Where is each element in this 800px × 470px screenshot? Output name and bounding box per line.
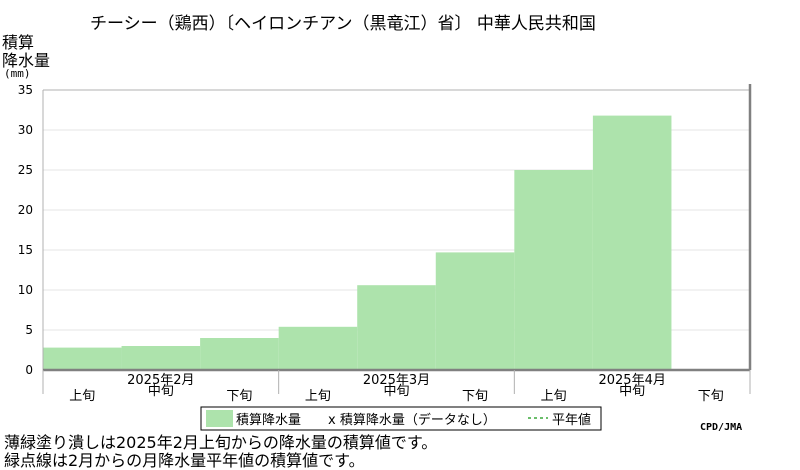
x-period-label-1: 中旬 xyxy=(148,384,174,399)
bar-segment-7 xyxy=(592,115,672,370)
note-line-1: 薄緑塗り潰しは2025年2月上旬からの降水量の積算値です。 xyxy=(4,433,437,452)
y-tick-label-0: 0 xyxy=(25,363,33,377)
y-tick-label-4: 20 xyxy=(18,203,33,217)
x-month-label-0: 2025年2月 xyxy=(127,373,194,388)
x-period-label-3: 上旬 xyxy=(305,389,331,404)
x-month-label-2: 2025年4月 xyxy=(598,373,665,388)
x-period-label-5: 下旬 xyxy=(462,389,488,404)
source-credit: CPD/JMA xyxy=(700,422,742,433)
x-period-label-6: 上旬 xyxy=(541,389,567,404)
bar-segment-4 xyxy=(357,285,436,370)
legend-nodata-label: x 積算降水量（データなし） xyxy=(328,412,496,428)
legend-normal-label: 平年値 xyxy=(552,412,591,428)
x-axis-ticks: 上旬 中旬 下旬 上旬 中旬 下旬 上旬 中旬 下旬 2025年2月 2025年3月 2025年4月 xyxy=(42,370,751,404)
x-period-label-0: 上旬 xyxy=(69,389,95,404)
bar-segment-1 xyxy=(121,346,201,370)
chart-title: チーシー（鶏西）〔ヘイロンチアン（黒竜江）省〕 中華人民共和国 xyxy=(90,14,596,34)
legend: 積算降水量 x 積算降水量（データなし） 平年値 xyxy=(200,406,602,431)
x-month-label-1: 2025年3月 xyxy=(363,373,430,388)
bar-segment-2 xyxy=(200,338,279,370)
note-line-2: 緑点線は2月からの月降水量平年値の積算値です。 xyxy=(4,451,365,470)
plot-frame xyxy=(42,84,752,372)
legend-box xyxy=(200,406,602,431)
data-series xyxy=(43,115,672,370)
bar-segment-3 xyxy=(278,326,358,370)
y-tick-label-3: 15 xyxy=(18,243,33,257)
bar-segment-5 xyxy=(435,252,515,370)
y-tick-label-5: 25 xyxy=(18,163,33,177)
y-tick-label-2: 10 xyxy=(18,283,33,297)
y-tick-label-1: 5 xyxy=(25,323,33,337)
x-period-label-2: 下旬 xyxy=(226,389,252,404)
bar-segment-6 xyxy=(514,170,593,370)
legend-series-label: 積算降水量 xyxy=(236,413,301,428)
legend-swatch-fill xyxy=(206,410,233,427)
x-period-label-7: 中旬 xyxy=(619,384,645,399)
y-axis-ticks: 0 5 10 15 20 25 30 35 xyxy=(18,83,33,377)
y-tick-label-7: 35 xyxy=(18,83,33,97)
x-period-label-4: 中旬 xyxy=(383,384,409,399)
y-tick-label-6: 30 xyxy=(18,123,33,137)
x-period-label-8: 下旬 xyxy=(698,389,724,404)
y-axis-unit: (mm) xyxy=(4,67,31,80)
y-axis-label-line2: 降水量 xyxy=(2,51,50,70)
y-axis-label-line1: 積算 xyxy=(2,33,34,52)
bar-segment-0 xyxy=(43,347,122,370)
